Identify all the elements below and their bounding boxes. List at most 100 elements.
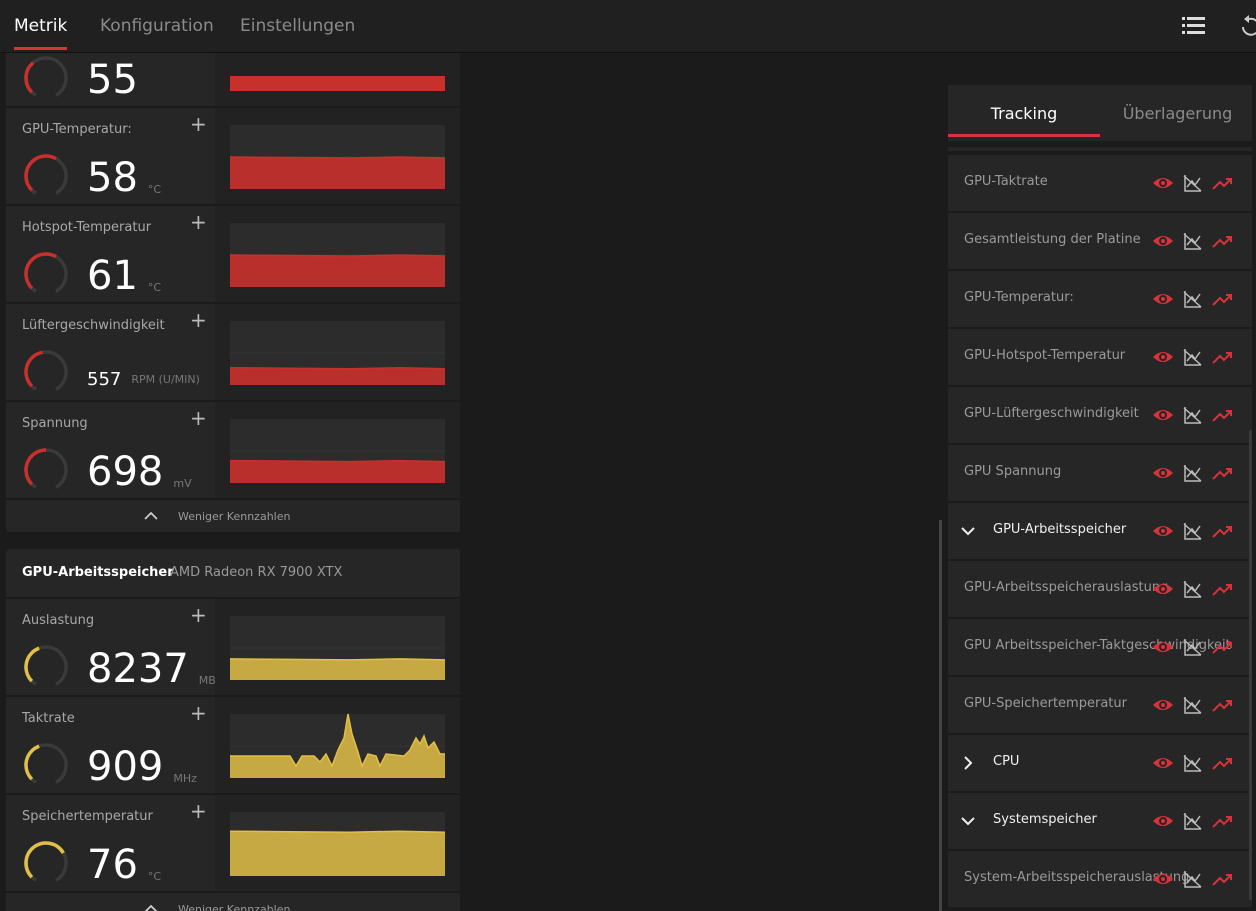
- visibility-toggle[interactable]: [1153, 294, 1173, 304]
- trend: [1212, 584, 1232, 596]
- trend-toggle[interactable]: [1212, 874, 1232, 886]
- pupil-dot: [1161, 471, 1165, 475]
- visibility-toggle[interactable]: [1153, 874, 1173, 884]
- metric-value: 61 °C: [87, 256, 161, 296]
- visibility-toggle[interactable]: [1153, 758, 1173, 768]
- graph-off: [1183, 871, 1202, 888]
- row-icons: [1153, 291, 1232, 308]
- metric-label: Speichertemperatur: [22, 809, 153, 824]
- graph-toggle[interactable]: [1183, 349, 1202, 366]
- tracking-row: GPU Arbeitsspeicher-Taktgeschwindigkeit: [948, 619, 1252, 675]
- tracking-label: GPU-Arbeitsspeicher: [993, 522, 1127, 537]
- visibility-toggle[interactable]: [1153, 410, 1173, 420]
- graph-off: [1183, 349, 1202, 366]
- tracking-panel: Tracking Überlagerung GPU-Taktrate Gesamt…: [948, 85, 1252, 911]
- value: 909: [87, 744, 164, 790]
- tab[interactable]: Einstellungen: [240, 16, 356, 36]
- collapse-footer[interactable]: Weniger Kennzahlen: [6, 500, 460, 532]
- tracking-row: Systemspeicher: [948, 793, 1252, 849]
- chevron: [964, 756, 973, 770]
- visibility-toggle[interactable]: [1153, 178, 1173, 188]
- add-button[interactable]: +: [190, 406, 207, 430]
- graph-toggle[interactable]: [1183, 755, 1202, 772]
- trend-toggle[interactable]: [1212, 642, 1232, 654]
- pupil-dot: [1161, 529, 1165, 533]
- row-icons: [1153, 581, 1232, 598]
- value: 55: [87, 57, 138, 103]
- sparkline-area: [230, 658, 445, 680]
- graph-toggle[interactable]: [1183, 465, 1202, 482]
- pupil-dot: [1161, 239, 1165, 243]
- visibility-toggle[interactable]: [1153, 816, 1173, 826]
- sparkline-edge: [229, 658, 446, 661]
- tab-underline: [948, 134, 1100, 137]
- trend-toggle[interactable]: [1212, 178, 1232, 190]
- trend-toggle[interactable]: [1212, 526, 1232, 538]
- row-icons: [1153, 233, 1232, 250]
- tab[interactable]: Konfiguration: [100, 16, 214, 36]
- metric-row: Taktrate +909 MHz: [6, 697, 460, 793]
- scrollbar[interactable]: [939, 520, 942, 911]
- graph-toggle[interactable]: [1183, 407, 1202, 424]
- add-button[interactable]: +: [190, 799, 207, 823]
- trend-toggle[interactable]: [1212, 758, 1232, 770]
- add-button[interactable]: +: [190, 210, 207, 234]
- trend-toggle[interactable]: [1212, 352, 1232, 364]
- panel-tab[interactable]: Tracking: [990, 104, 1058, 123]
- trend-toggle[interactable]: [1212, 584, 1232, 596]
- graph-toggle[interactable]: [1183, 175, 1202, 192]
- visibility-toggle[interactable]: [1153, 352, 1173, 362]
- graph-off: [1183, 523, 1202, 540]
- row-icons: [1153, 349, 1232, 366]
- graph-off: [1183, 813, 1202, 830]
- visibility-toggle[interactable]: [1153, 584, 1173, 594]
- gauge-fill: [24, 61, 35, 94]
- add-button[interactable]: +: [190, 112, 207, 136]
- row-icons: [1153, 407, 1232, 424]
- visibility-toggle[interactable]: [1153, 700, 1173, 710]
- pupil-dot: [1161, 819, 1165, 823]
- trend: [1212, 294, 1232, 306]
- collapse-footer[interactable]: Weniger Kennzahlen: [6, 893, 460, 911]
- visibility-toggle[interactable]: [1153, 526, 1173, 536]
- metric-label: Taktrate: [22, 711, 75, 726]
- chevron-down[interactable]: [961, 814, 975, 828]
- trend-toggle[interactable]: [1212, 294, 1232, 306]
- undo-icon[interactable]: [1240, 15, 1256, 37]
- trend-toggle[interactable]: [1212, 468, 1232, 480]
- gauge: [24, 350, 68, 391]
- trend-toggle[interactable]: [1212, 410, 1232, 422]
- graph-toggle[interactable]: [1183, 639, 1202, 656]
- trend: [1212, 526, 1232, 538]
- trend-toggle[interactable]: [1212, 236, 1232, 248]
- graph-toggle[interactable]: [1183, 291, 1202, 308]
- visibility-toggle[interactable]: [1153, 642, 1173, 652]
- graph-toggle[interactable]: [1183, 523, 1202, 540]
- metric-value: 76 °C: [87, 845, 161, 885]
- list-icon[interactable]: [1182, 16, 1206, 36]
- add-button[interactable]: +: [190, 603, 207, 627]
- graph-toggle[interactable]: [1183, 233, 1202, 250]
- scrollbar[interactable]: [1249, 430, 1252, 900]
- chevron-right[interactable]: [961, 756, 975, 770]
- trend-toggle[interactable]: [1212, 816, 1232, 828]
- sparkline: [230, 713, 445, 778]
- panel-tab[interactable]: Überlagerung: [1122, 104, 1233, 123]
- visibility-toggle[interactable]: [1153, 236, 1173, 246]
- chevron-down[interactable]: [961, 524, 975, 538]
- metric-row: Speichertemperatur +76 °C: [6, 795, 460, 891]
- graph-toggle[interactable]: [1183, 581, 1202, 598]
- graph-toggle[interactable]: [1183, 697, 1202, 714]
- trend: [1212, 410, 1232, 422]
- graph-toggle[interactable]: [1183, 813, 1202, 830]
- visibility-toggle[interactable]: [1153, 468, 1173, 478]
- add-button[interactable]: +: [190, 701, 207, 725]
- trend-toggle[interactable]: [1212, 700, 1232, 712]
- tab[interactable]: Metrik: [14, 16, 68, 36]
- value: 8237: [87, 646, 189, 692]
- add-button[interactable]: +: [190, 308, 207, 332]
- graph-toggle[interactable]: [1183, 871, 1202, 888]
- chevron: [144, 904, 158, 911]
- pupil-dot: [1161, 587, 1165, 591]
